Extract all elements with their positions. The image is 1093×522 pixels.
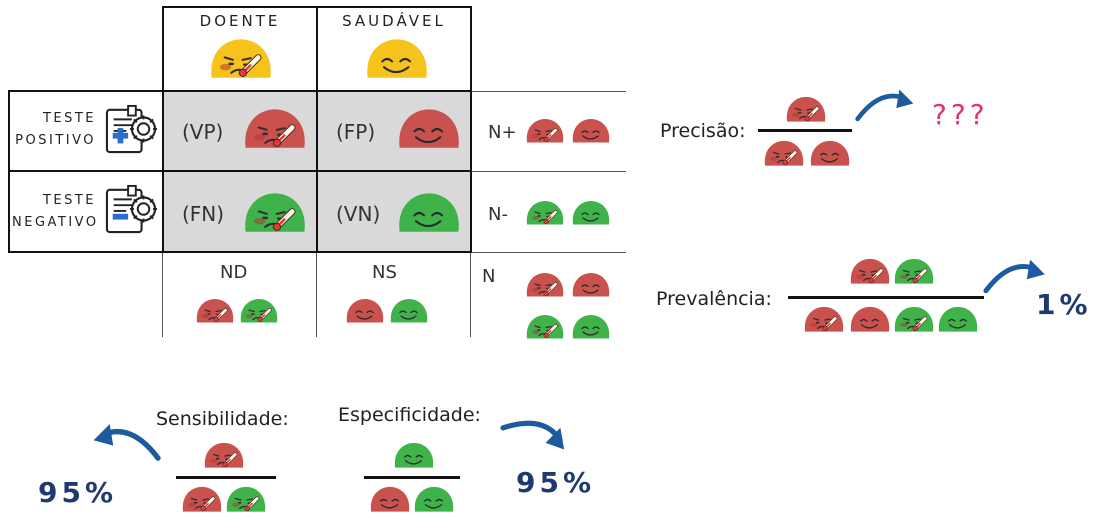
row-label-positive: TESTE POSITIVO — [15, 111, 96, 148]
cell-fp-label: (FP) — [336, 120, 376, 144]
cell-vn-label: (VN) — [336, 202, 381, 226]
healthy-face-icon — [572, 118, 610, 144]
fraction-bar — [364, 476, 460, 479]
curved-arrow-icon — [499, 397, 578, 471]
happy-yellow-face-icon — [366, 38, 428, 79]
test-positive-icon — [105, 104, 159, 154]
row-label-negative: TESTE NEGATIVO — [12, 193, 99, 230]
sick-face-icon — [240, 298, 278, 324]
total-nneg-label: N- — [488, 204, 508, 225]
sick-face-icon — [244, 192, 306, 234]
healthy-face-icon — [398, 108, 460, 149]
especificidade-result: 95% — [516, 466, 596, 499]
cell-fn-label: (FN) — [182, 202, 225, 226]
grid-line — [470, 253, 471, 337]
grid-line — [316, 253, 317, 337]
healthy-face-icon — [398, 192, 460, 233]
healthy-face-icon — [850, 306, 890, 333]
total-ns-label: NS — [372, 262, 397, 283]
sick-face-icon — [196, 298, 234, 324]
sick-face-icon — [850, 258, 890, 285]
sick-face-icon — [204, 442, 244, 469]
grid-line — [8, 90, 472, 92]
prevalencia-label: Prevalência: — [656, 288, 772, 310]
grid-line — [472, 91, 626, 92]
grid-line — [8, 170, 472, 172]
sick-face-icon — [526, 118, 564, 144]
grid-line — [162, 253, 163, 337]
healthy-face-icon — [572, 314, 610, 340]
sick-face-icon — [894, 306, 934, 333]
cell-vp-label: (VP) — [182, 120, 224, 144]
grid-line — [162, 6, 164, 252]
sensibilidade-label: Sensibilidade: — [156, 408, 289, 430]
sick-face-icon — [764, 140, 804, 167]
sick-face-icon — [226, 486, 266, 513]
fraction-bar — [788, 296, 984, 299]
sick-face-icon — [526, 272, 564, 298]
grid-line — [8, 90, 10, 253]
grid-line — [316, 6, 318, 252]
grid-line — [8, 251, 472, 253]
sick-yellow-face-icon — [210, 38, 272, 80]
precisao-result: ??? — [932, 98, 989, 131]
grid-line — [470, 6, 472, 252]
precisao-label: Precisão: — [660, 120, 746, 142]
total-nd-label: ND — [220, 262, 248, 283]
header-saudavel: SAUDÁVEL — [342, 12, 446, 30]
sick-face-icon — [244, 108, 306, 150]
sensibilidade-result: 95% — [38, 476, 118, 509]
healthy-face-icon — [414, 486, 454, 513]
healthy-face-icon — [346, 298, 384, 324]
grid-line — [472, 171, 626, 172]
sick-face-icon — [786, 96, 826, 123]
curved-arrow-icon — [90, 420, 158, 464]
sick-face-icon — [804, 306, 844, 333]
header-doente: DOENTE — [199, 12, 281, 30]
sick-face-icon — [526, 200, 564, 226]
healthy-face-icon — [390, 298, 428, 324]
healthy-face-icon — [810, 140, 850, 167]
grid-line — [472, 252, 626, 253]
healthy-face-icon — [938, 306, 978, 333]
healthy-face-icon — [572, 200, 610, 226]
grid-line — [162, 6, 472, 8]
sick-face-icon — [182, 486, 222, 513]
fraction-bar — [758, 129, 852, 132]
healthy-face-icon — [394, 442, 434, 469]
sick-face-icon — [526, 314, 564, 340]
fraction-bar — [176, 476, 276, 479]
total-n-label: N — [482, 266, 496, 287]
total-npos-label: N+ — [488, 122, 517, 143]
curved-arrow-icon — [852, 88, 922, 122]
healthy-face-icon — [572, 272, 610, 298]
sick-face-icon — [894, 258, 934, 285]
test-negative-icon — [105, 184, 159, 234]
healthy-face-icon — [370, 486, 410, 513]
prevalencia-result: 1% — [1036, 288, 1092, 321]
especificidade-label: Especificidade: — [338, 404, 481, 426]
